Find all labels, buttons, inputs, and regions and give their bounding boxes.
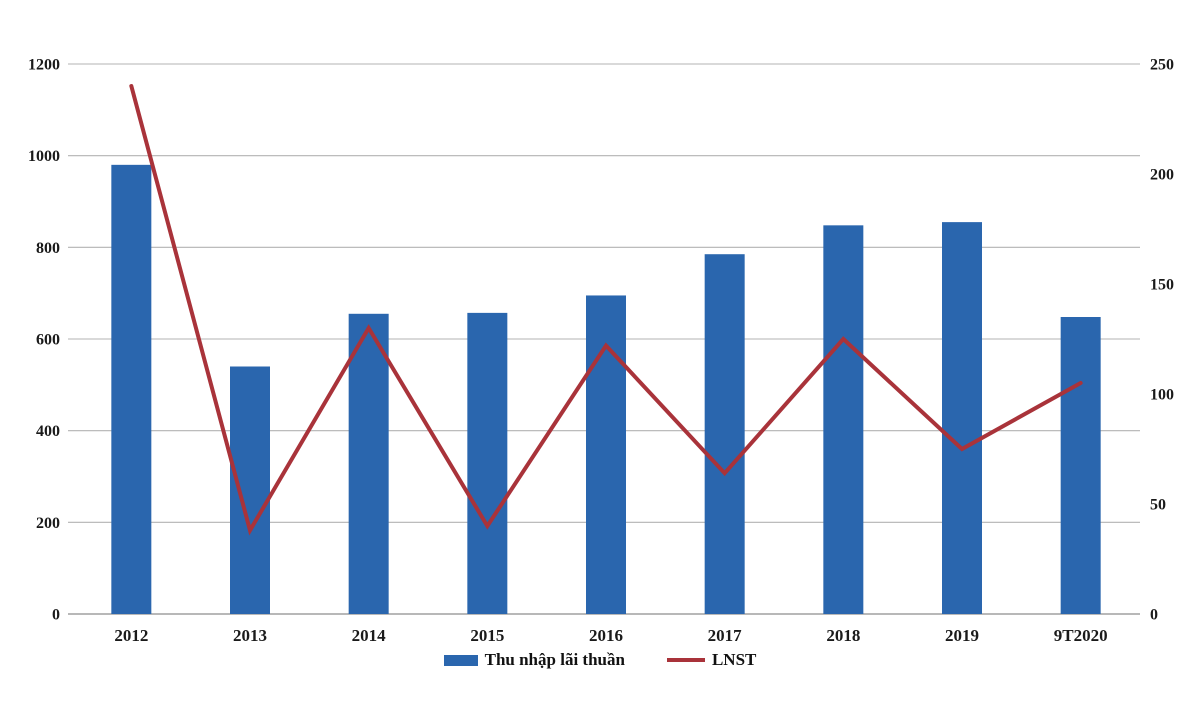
left-axis-tick-label: 600: [36, 332, 60, 349]
x-axis-label-2013: 2013: [233, 626, 267, 645]
x-axis-label-2017: 2017: [708, 626, 743, 645]
line-series-path: [129, 84, 1083, 536]
right-axis-tick-label: 150: [1150, 277, 1174, 294]
bar-2013: [230, 366, 270, 614]
left-axis-tick-label: 1200: [28, 57, 60, 74]
left-axis-tick-label: 400: [36, 423, 60, 440]
left-axis-tick-label: 1000: [28, 148, 60, 165]
x-axis-label-2019: 2019: [945, 626, 979, 645]
legend-item-bar-series: Thu nhập lãi thuần: [443, 650, 625, 670]
bar-2017: [704, 254, 745, 615]
x-axis-label-2016: 2016: [589, 626, 623, 645]
x-axis-label-2015: 2015: [470, 626, 504, 645]
bar-9T2020: [1060, 317, 1101, 614]
right-axis-tick-label: 0: [1150, 607, 1158, 624]
line-series-swatch: [666, 658, 705, 662]
x-axis-label-2018: 2018: [826, 626, 860, 645]
right-axis-tick-label: 100: [1150, 387, 1174, 404]
x-axis-label-9T2020: 9T2020: [1054, 626, 1108, 645]
bar-2015: [467, 312, 508, 614]
bar-series-swatch: [443, 654, 478, 666]
chart-legend: Thu nhập lãi thuần LNST: [0, 650, 1200, 670]
x-axis-label-2014: 2014: [352, 626, 387, 645]
right-axis-tick-label: 250: [1150, 57, 1174, 74]
bar-2018: [823, 225, 864, 615]
left-axis-tick-label: 800: [36, 240, 60, 257]
left-axis-tick-label: 200: [36, 515, 60, 532]
bar-2012: [111, 164, 152, 615]
x-axis-label-2012: 2012: [114, 626, 148, 645]
line-series-label: LNST: [711, 650, 757, 669]
left-axis-tick-label: 0: [52, 607, 60, 624]
legend-item-line-series: LNST: [666, 650, 757, 670]
bar-2014: [348, 313, 389, 614]
bar-2019: [942, 222, 982, 614]
right-axis-tick-label: 200: [1150, 167, 1174, 184]
bar-series-label: Thu nhập lãi thuần: [484, 650, 625, 669]
right-axis-tick-label: 50: [1150, 497, 1166, 514]
